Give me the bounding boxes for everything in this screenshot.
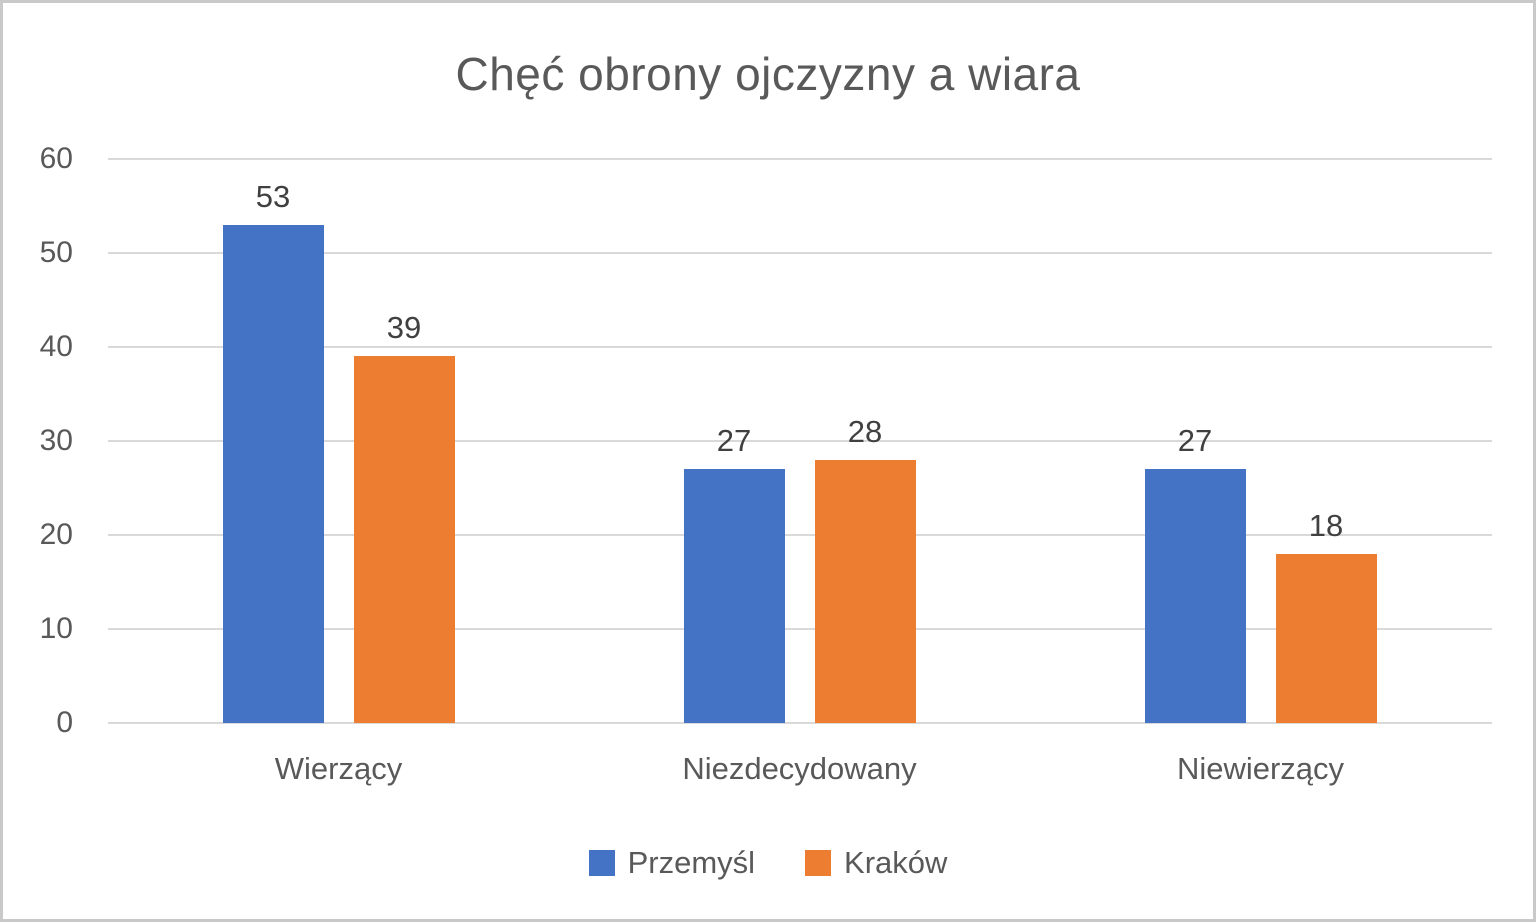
bar-group: 28 [814, 159, 916, 723]
gridline-30 [108, 440, 1492, 442]
bar-value-label: 18 [1308, 507, 1344, 543]
bar-przemysl-niewierzacy[interactable] [1144, 469, 1246, 723]
x-axis-label-niezdecydowany: Niezdecydowany [682, 751, 917, 786]
x-axis-label-wierzacy: Wierzący [274, 751, 403, 786]
bar-krakow-wierzacy[interactable] [353, 356, 455, 723]
bar-value-label: 39 [386, 310, 422, 346]
gridline-20 [108, 534, 1492, 536]
legend-item-krakow[interactable]: Kraków [805, 845, 947, 881]
bar-krakow-niezdecydowany[interactable] [814, 459, 916, 723]
y-axis-tick-60: 60 [39, 142, 73, 175]
category-group-niezdecydowany: 27 28 [569, 159, 1030, 723]
bar-group: 27 [683, 159, 785, 723]
bar-group: 27 [1144, 159, 1246, 723]
gridline-40 [108, 346, 1492, 348]
gridline-50 [108, 252, 1492, 254]
legend-swatch-krakow-icon [805, 850, 832, 876]
gridline-0 [108, 722, 1492, 724]
bar-przemysl-niezdecydowany[interactable] [683, 469, 785, 723]
x-axis-label-niewierzacy: Niewierzący [1176, 751, 1345, 786]
legend-label-krakow: Kraków [844, 845, 948, 880]
bar-group: 53 [222, 159, 324, 723]
bar-value-label: 53 [255, 178, 291, 214]
y-axis-tick-10: 10 [39, 612, 73, 645]
bar-value-label: 27 [716, 423, 752, 459]
bar-value-label: 28 [847, 413, 883, 449]
y-axis-tick-labels: 0 10 20 30 40 50 60 [3, 144, 73, 738]
category-group-wierzacy: 53 39 [108, 159, 569, 723]
x-axis-labels: Wierzący Niezdecydowany Niewierzący [108, 751, 1492, 787]
y-axis-tick-20: 20 [39, 518, 73, 551]
bar-value-label: 27 [1177, 423, 1213, 459]
y-axis-tick-40: 40 [39, 330, 73, 363]
legend-label-przemysl: Przemyśl [627, 845, 756, 880]
y-axis-tick-0: 0 [56, 706, 73, 739]
bar-group: 39 [353, 159, 455, 723]
gridline-10 [108, 628, 1492, 630]
y-axis-tick-50: 50 [39, 236, 73, 269]
category-group-niewierzacy: 27 18 [1030, 159, 1491, 723]
legend: Przemyśl Kraków [3, 845, 1533, 881]
bar-krakow-niewierzacy[interactable] [1275, 553, 1377, 723]
legend-swatch-przemysl-icon [588, 850, 615, 876]
bar-group: 18 [1275, 159, 1377, 723]
plot-area: 53 39 27 28 27 18 [108, 158, 1492, 724]
chart-title: Chęć obrony ojczyzny a wiara [455, 48, 1081, 100]
gridline-60 [108, 158, 1492, 160]
bar-przemysl-wierzacy[interactable] [222, 224, 324, 723]
y-axis-tick-30: 30 [39, 424, 73, 457]
legend-item-przemysl[interactable]: Przemyśl [588, 845, 756, 881]
